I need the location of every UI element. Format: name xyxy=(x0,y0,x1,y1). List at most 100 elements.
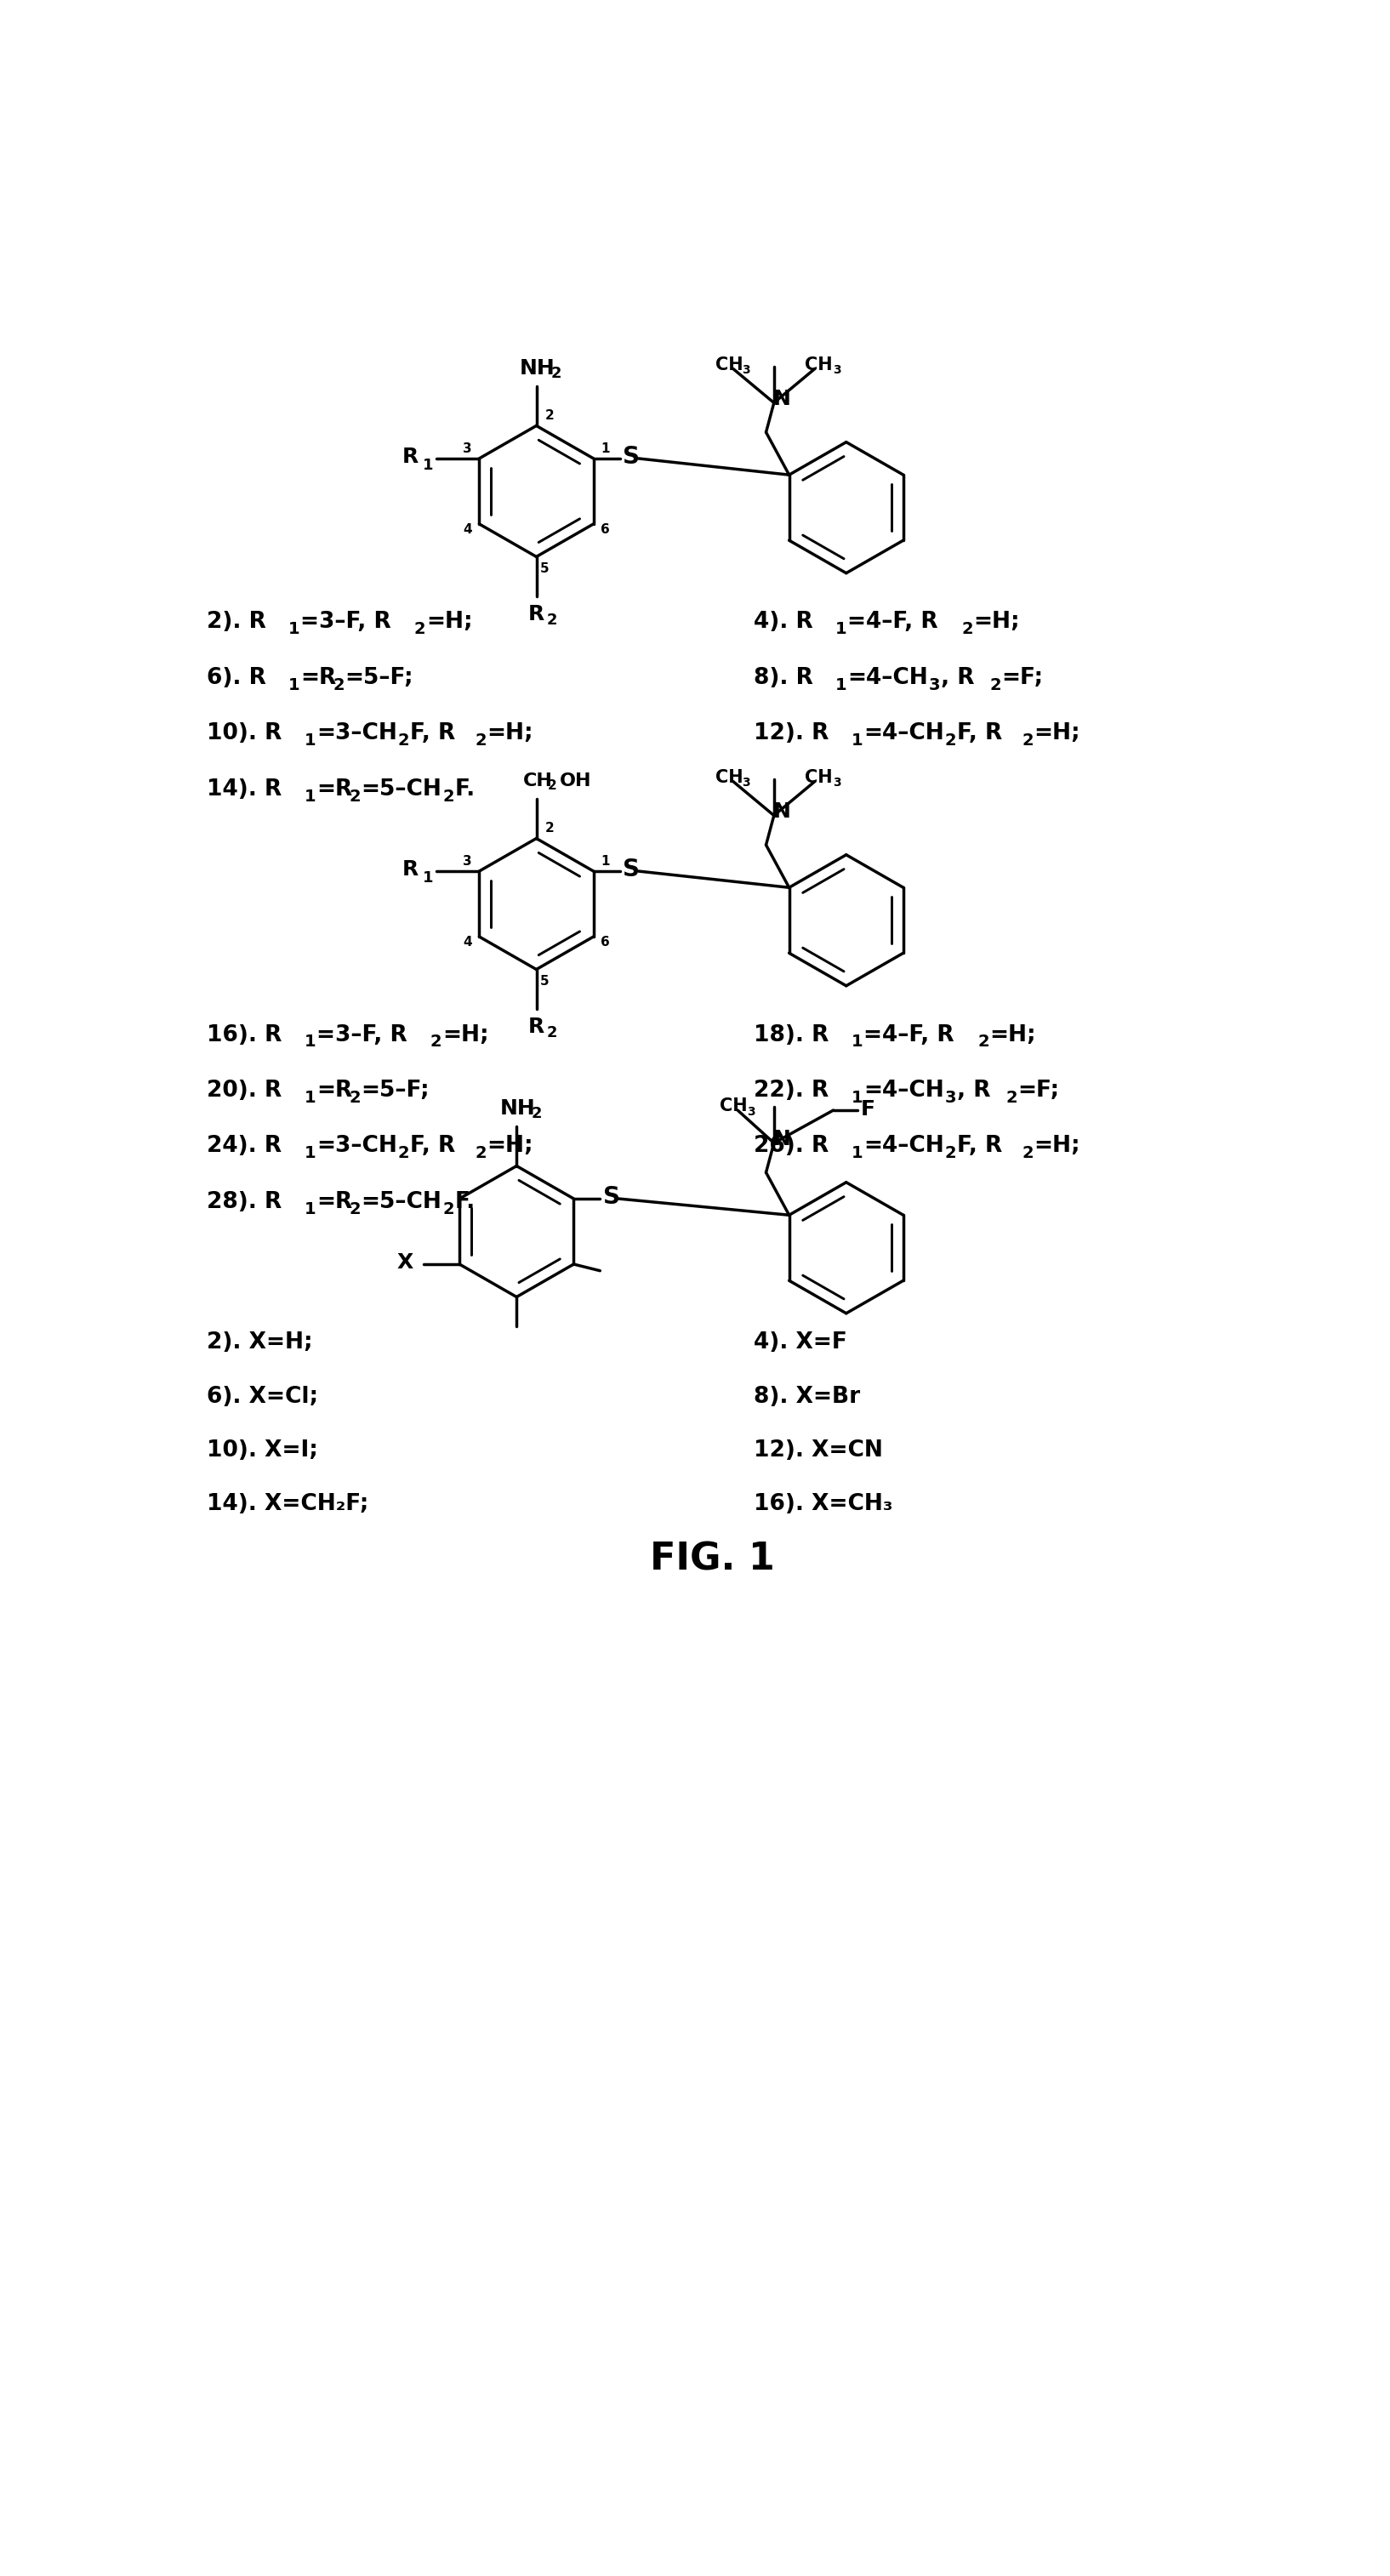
Text: N: N xyxy=(773,389,791,410)
Text: CH: CH xyxy=(805,355,833,374)
Text: 1: 1 xyxy=(835,621,847,636)
Text: R: R xyxy=(402,448,418,466)
Text: 3: 3 xyxy=(833,363,841,376)
Text: 2: 2 xyxy=(945,1146,956,1162)
Text: =H;: =H; xyxy=(486,1136,534,1157)
Text: S: S xyxy=(603,1185,620,1208)
Text: CH: CH xyxy=(805,770,833,786)
Text: 18). R: 18). R xyxy=(753,1023,828,1046)
Text: =5–F;: =5–F; xyxy=(361,1079,430,1103)
Text: 4). X=F: 4). X=F xyxy=(753,1332,848,1355)
Text: CH: CH xyxy=(720,1097,748,1115)
Text: S: S xyxy=(623,446,639,469)
Text: R: R xyxy=(528,605,545,623)
Text: 3: 3 xyxy=(746,1105,755,1118)
Text: =4–CH: =4–CH xyxy=(863,721,944,744)
Text: 3: 3 xyxy=(742,778,751,788)
Text: 2: 2 xyxy=(977,1033,990,1051)
Text: F: F xyxy=(860,1100,874,1118)
Text: 1: 1 xyxy=(835,677,847,693)
Text: 2: 2 xyxy=(545,410,555,422)
Text: 2: 2 xyxy=(398,1146,410,1162)
Text: =4–CH: =4–CH xyxy=(863,1136,944,1157)
Text: X: X xyxy=(398,1252,414,1273)
Text: OH: OH xyxy=(560,773,592,788)
Text: =R: =R xyxy=(317,1190,352,1213)
Text: 3: 3 xyxy=(945,1090,956,1105)
Text: 3: 3 xyxy=(929,677,940,693)
Text: 1: 1 xyxy=(423,871,434,886)
Text: =4–CH: =4–CH xyxy=(848,667,929,688)
Text: F.: F. xyxy=(455,778,475,801)
Text: 1: 1 xyxy=(423,459,434,471)
Text: =F;: =F; xyxy=(1002,667,1044,688)
Text: 3: 3 xyxy=(463,855,473,868)
Text: =H;: =H; xyxy=(973,611,1020,634)
Text: =3–CH: =3–CH xyxy=(317,1136,398,1157)
Text: 1: 1 xyxy=(600,443,610,456)
Text: 28). R: 28). R xyxy=(207,1190,282,1213)
Text: 1: 1 xyxy=(304,788,316,804)
Text: R: R xyxy=(402,860,418,881)
Text: 26). R: 26). R xyxy=(753,1136,828,1157)
Text: 6). R: 6). R xyxy=(207,667,265,688)
Text: 8). R: 8). R xyxy=(753,667,813,688)
Text: 10). R: 10). R xyxy=(207,721,282,744)
Text: 2: 2 xyxy=(349,788,360,804)
Text: 1: 1 xyxy=(304,732,316,750)
Text: 10). X=I;: 10). X=I; xyxy=(207,1440,318,1461)
Text: 6). X=Cl;: 6). X=Cl; xyxy=(207,1386,318,1406)
Text: 2: 2 xyxy=(990,677,1001,693)
Text: N: N xyxy=(773,801,791,822)
Text: CH: CH xyxy=(716,770,744,786)
Text: 2: 2 xyxy=(1022,732,1034,750)
Text: 2). X=H;: 2). X=H; xyxy=(207,1332,313,1355)
Text: 4). R: 4). R xyxy=(753,611,813,634)
Text: =5–CH: =5–CH xyxy=(361,778,442,801)
Text: F, R: F, R xyxy=(958,721,1002,744)
Text: , R: , R xyxy=(941,667,974,688)
Text: R: R xyxy=(528,1018,545,1038)
Text: 16). X=CH₃: 16). X=CH₃ xyxy=(753,1494,892,1515)
Text: 16). R: 16). R xyxy=(207,1023,282,1046)
Text: CH: CH xyxy=(523,773,552,788)
Text: =H;: =H; xyxy=(486,721,534,744)
Text: =3–F, R: =3–F, R xyxy=(300,611,391,634)
Text: 1: 1 xyxy=(852,1146,863,1162)
Text: F, R: F, R xyxy=(958,1136,1002,1157)
Text: =3–F, R: =3–F, R xyxy=(317,1023,407,1046)
Text: 2: 2 xyxy=(475,732,486,750)
Text: 2: 2 xyxy=(1006,1090,1017,1105)
Text: 4: 4 xyxy=(463,523,473,536)
Text: 1: 1 xyxy=(304,1090,316,1105)
Text: 2: 2 xyxy=(550,366,562,381)
Text: =R: =R xyxy=(317,1079,352,1103)
Text: 4: 4 xyxy=(463,935,473,948)
Text: 14). R: 14). R xyxy=(207,778,282,801)
Text: 2: 2 xyxy=(548,781,557,793)
Text: 12). R: 12). R xyxy=(753,721,828,744)
Text: =R: =R xyxy=(317,778,352,801)
Text: 1: 1 xyxy=(304,1146,316,1162)
Text: 2: 2 xyxy=(398,732,410,750)
Text: 5: 5 xyxy=(539,974,549,987)
Text: 2: 2 xyxy=(945,732,956,750)
Text: =H;: =H; xyxy=(990,1023,1036,1046)
Text: 14). X=CH₂F;: 14). X=CH₂F; xyxy=(207,1494,368,1515)
Text: =H;: =H; xyxy=(1034,721,1080,744)
Text: S: S xyxy=(623,858,639,881)
Text: CH: CH xyxy=(716,355,744,374)
Text: 1: 1 xyxy=(288,677,300,693)
Text: 2: 2 xyxy=(475,1146,486,1162)
Text: NH: NH xyxy=(520,358,556,379)
Text: =4–CH: =4–CH xyxy=(863,1079,944,1103)
Text: 2: 2 xyxy=(546,613,557,629)
Text: =4–F, R: =4–F, R xyxy=(848,611,938,634)
Text: 20). R: 20). R xyxy=(207,1079,282,1103)
Text: =R: =R xyxy=(300,667,336,688)
Text: 8). X=Br: 8). X=Br xyxy=(753,1386,860,1406)
Text: 2: 2 xyxy=(414,621,425,636)
Text: =H;: =H; xyxy=(1034,1136,1080,1157)
Text: 22). R: 22). R xyxy=(753,1079,828,1103)
Text: F, R: F, R xyxy=(410,721,455,744)
